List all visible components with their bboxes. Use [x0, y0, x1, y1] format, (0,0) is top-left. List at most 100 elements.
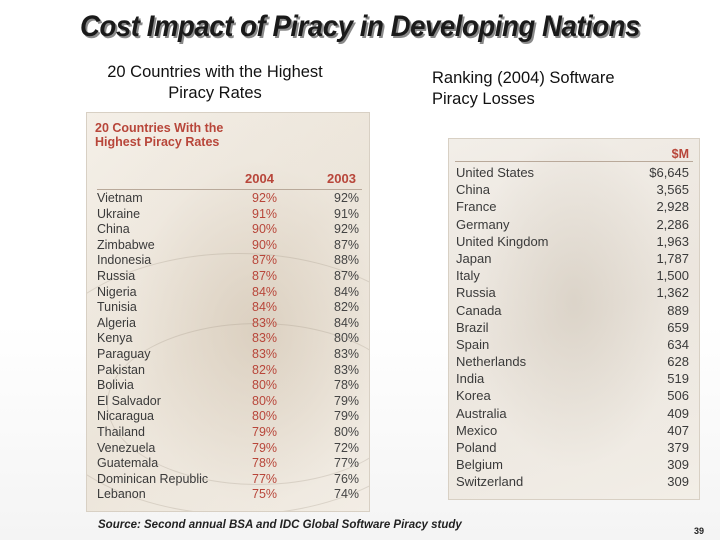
table-row: Kenya 83% 80% [87, 331, 369, 347]
loss-amount: 2,928 [656, 199, 689, 215]
map-contour [87, 253, 369, 511]
loss-amount: 659 [667, 319, 689, 335]
table-row: Lebanon 75% 74% [87, 487, 369, 503]
table-row: Dominican Republic 77% 76% [87, 472, 369, 488]
table-row: Russia 87% 87% [87, 269, 369, 285]
table-row: Switzerland 309 [449, 473, 699, 490]
rate-2003: 87% [334, 268, 360, 283]
rate-2003: 80% [334, 331, 360, 346]
rate-2004: 79% [252, 424, 278, 439]
rates-table-column-headers: 2004 2003 [87, 171, 369, 187]
table-row: Korea 506 [449, 387, 699, 404]
loss-amount: 628 [667, 354, 689, 370]
table-row: Venezuela 79% 72% [87, 441, 369, 457]
rate-2004: 87% [252, 253, 278, 268]
rate-2004: 83% [252, 315, 278, 330]
country: Paraguay [97, 346, 151, 361]
rate-2003: 78% [334, 378, 360, 393]
table-row: Tunisia 84% 82% [87, 300, 369, 316]
left-subheading-line2: Piracy Rates [168, 84, 262, 102]
rate-2003: 91% [334, 206, 360, 221]
country: Bolivia [97, 378, 134, 393]
loss-amount: $6,645 [649, 165, 689, 180]
country: China [97, 222, 130, 237]
rate-2004: 80% [252, 393, 278, 408]
rate-2004: 83% [252, 331, 278, 346]
source-citation: Source: Second annual BSA and IDC Global… [98, 519, 462, 531]
country: Italy [456, 268, 480, 284]
table-row: Guatemala 78% 77% [87, 456, 369, 472]
loss-amount: 506 [667, 388, 689, 404]
loss-amount: 309 [667, 457, 689, 473]
column-header-2003: 2003 [327, 171, 356, 186]
loss-amount: 519 [667, 371, 689, 387]
table-row: Algeria 83% 84% [87, 316, 369, 332]
table-row: Ukraine 91% 91% [87, 207, 369, 223]
rate-2004: 87% [252, 268, 278, 283]
rate-2003: 82% [334, 300, 360, 315]
country: Japan [456, 250, 492, 266]
loss-amount: 3,565 [656, 182, 689, 198]
country: Pakistan [97, 362, 145, 377]
country: Spain [456, 336, 490, 352]
country: Australia [456, 405, 507, 421]
country: Venezuela [97, 440, 156, 455]
country: Germany [456, 216, 510, 232]
loss-amount: 1,787 [656, 250, 689, 266]
rate-2004: 77% [252, 471, 278, 486]
rate-2004: 82% [252, 362, 278, 377]
country: Russia [97, 268, 136, 283]
country: Thailand [97, 424, 145, 439]
table-row: Canada 889 [449, 302, 699, 319]
header-rule [97, 189, 362, 190]
country: Belgium [456, 457, 503, 473]
table-row: Nigeria 84% 84% [87, 285, 369, 301]
rate-2003: 76% [334, 471, 360, 486]
table-row: Netherlands 628 [449, 353, 699, 370]
rate-2003: 79% [334, 409, 360, 424]
country: Russia [456, 285, 496, 301]
table-row: Mexico 407 [449, 422, 699, 439]
loss-amount: 2,286 [656, 216, 689, 232]
rate-2003: 80% [334, 424, 360, 439]
rates-table-heading-line2: Highest Piracy Rates [95, 135, 220, 149]
country: Poland [456, 440, 497, 455]
piracy-losses-table: $M United States $6,645 China 3,565 France 2,… [448, 138, 700, 500]
country: Kenya [97, 331, 133, 346]
left-subheading-line1: 20 Countries with the Highest [107, 63, 323, 81]
loss-amount: 634 [667, 336, 689, 352]
unit-label: $M [671, 147, 689, 161]
header-rule [455, 161, 693, 162]
table-row: Italy 1,500 [449, 267, 699, 284]
country: India [456, 371, 485, 387]
country: Indonesia [97, 253, 152, 268]
loss-amount: 1,500 [656, 268, 689, 284]
country: United States [456, 165, 535, 180]
table-row: Belgium 309 [449, 456, 699, 473]
rate-2003: 88% [334, 253, 360, 268]
rate-2004: 83% [252, 346, 278, 361]
country: France [456, 199, 497, 215]
loss-amount: 889 [667, 302, 689, 318]
loss-amount: 1,963 [656, 233, 689, 249]
table-row: Brazil 659 [449, 319, 699, 336]
rate-2004: 78% [252, 456, 278, 471]
country: Algeria [97, 315, 136, 330]
rate-2003: 84% [334, 284, 360, 299]
table-row: Pakistan 82% 83% [87, 363, 369, 379]
loss-amount: 1,362 [656, 285, 689, 301]
rate-2003: 79% [334, 393, 360, 408]
rate-2003: 84% [334, 315, 360, 330]
country: Mexico [456, 422, 498, 438]
table-row: United Kingdom 1,963 [449, 233, 699, 250]
page-number: 39 [694, 526, 705, 536]
loss-amount: 409 [667, 405, 689, 421]
table-row: Spain 634 [449, 336, 699, 353]
rate-2004: 75% [252, 487, 278, 502]
table-row: Indonesia 87% 88% [87, 253, 369, 269]
rate-2003: 77% [334, 456, 360, 471]
right-subheading: Ranking (2004) Software Piracy Losses [432, 68, 702, 110]
country: Canada [456, 302, 502, 318]
table-row: Thailand 79% 80% [87, 425, 369, 441]
rate-2003: 74% [334, 487, 360, 502]
